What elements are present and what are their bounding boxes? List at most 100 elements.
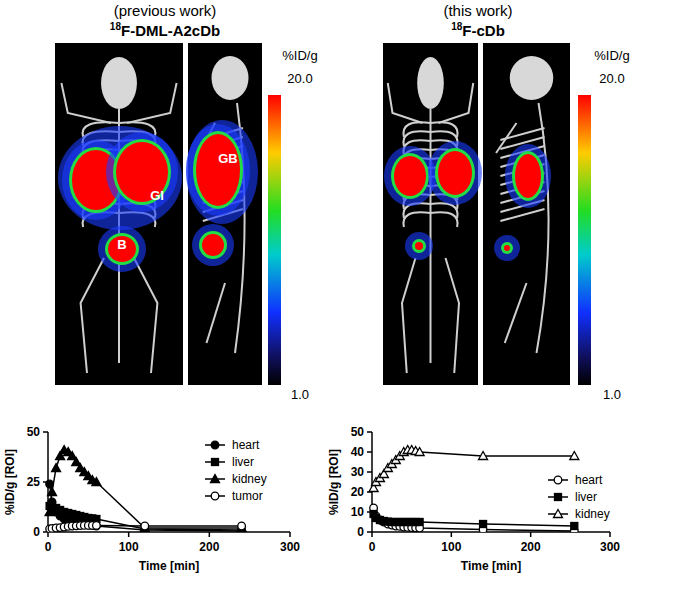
- skeleton: [439, 83, 474, 123]
- uptake-bladder: [108, 236, 136, 262]
- uptake-kidney-halo: [505, 144, 551, 208]
- legend-label: liver: [575, 490, 597, 504]
- x-tick: [371, 532, 373, 537]
- uptake-gi-halo: [106, 132, 178, 212]
- data-point: [52, 464, 61, 472]
- colorbar: [268, 95, 281, 385]
- y-tick-label: 50: [351, 425, 365, 439]
- uptake-abdomen-halo: [186, 124, 250, 216]
- skull: [417, 57, 444, 109]
- x-tick: [530, 532, 532, 537]
- skull: [212, 56, 249, 100]
- uptake-gi: [116, 142, 168, 202]
- data-point: [571, 523, 578, 530]
- x-tick: [128, 532, 130, 537]
- uptake-bladder-halo: [192, 224, 234, 266]
- line-chart: 010203040500100200300Time [min]%ID/g [RO…: [327, 425, 620, 573]
- data-point: [238, 522, 246, 530]
- colorbar-tick-label: 1.0: [291, 387, 309, 402]
- x-axis-label: Time [min]: [139, 559, 199, 573]
- legend: heartliverkidneytumor: [205, 438, 267, 503]
- data-point: [416, 519, 423, 526]
- series-line: [50, 450, 242, 528]
- skeleton: [537, 103, 549, 353]
- x-tick-label: 200: [199, 540, 219, 554]
- legend-label: kidney: [232, 472, 267, 486]
- y-tick: [367, 471, 372, 473]
- legend-label: tumor: [232, 489, 263, 503]
- uptake-abdomen-edge: [193, 131, 243, 209]
- y-tick: [43, 431, 48, 433]
- skeleton: [134, 258, 157, 373]
- line-chart: 025500100200300Time [min]%ID/g [ROI]hear…: [3, 425, 300, 573]
- uptake-abdomen: [196, 134, 240, 206]
- skeleton: [500, 209, 544, 221]
- y-tick-label: 40: [351, 445, 365, 459]
- x-tick: [47, 532, 49, 537]
- pet-background: [483, 43, 570, 385]
- organ-label: B: [117, 237, 126, 252]
- organ-label: GI: [150, 188, 164, 203]
- pet-panel: (previous work)18F-DML-A2cDbGBGIB%ID/g20…: [55, 2, 318, 402]
- uptake-bladder-halo: [405, 232, 433, 260]
- organ-label: GB: [218, 151, 238, 166]
- y-tick-label: 0: [33, 525, 40, 539]
- y-tick-label: 50: [27, 425, 41, 439]
- x-tick: [209, 532, 211, 537]
- legend-marker: [554, 510, 563, 518]
- legend-marker: [555, 494, 562, 501]
- legend-marker: [212, 459, 219, 466]
- tracer: F-cDb: [462, 22, 505, 39]
- uptake-kidney: [515, 154, 541, 198]
- series-line: [50, 484, 242, 531]
- skeleton: [127, 83, 177, 123]
- colorbar-title: %ID/g: [594, 48, 629, 63]
- x-axis: [48, 531, 290, 533]
- skeleton: [61, 83, 111, 123]
- series-line: [374, 514, 575, 526]
- legend: heartliverkidney: [548, 473, 610, 521]
- tracer: F-DML-A2cDb: [121, 22, 220, 39]
- x-tick-label: 0: [45, 540, 52, 554]
- uptake-bladder-edge: [501, 242, 513, 254]
- legend-marker: [554, 476, 562, 484]
- y-tick-label: 25: [27, 475, 41, 489]
- y-axis-label: %ID/g [ROI]: [327, 449, 341, 515]
- uptake-kidney: [438, 151, 472, 195]
- data-point: [480, 521, 487, 528]
- colorbar-title: %ID/g: [282, 48, 317, 63]
- data-point: [92, 478, 101, 486]
- pet-background: [55, 43, 183, 385]
- x-tick-label: 0: [369, 540, 376, 554]
- data-point: [93, 522, 101, 530]
- colorbar-tick-label: 1.0: [603, 387, 621, 402]
- uptake-halo: [58, 126, 182, 230]
- colorbar-tick-label: 20.0: [599, 71, 624, 86]
- tracer-name: 18F-DML-A2cDb: [110, 21, 220, 39]
- plot-area: [45, 446, 246, 533]
- uptake-kidney-edge: [512, 151, 544, 201]
- y-tick-label: 20: [351, 485, 365, 499]
- x-tick: [289, 532, 291, 537]
- x-tick: [609, 532, 611, 537]
- series-line: [374, 508, 575, 531]
- uptake-bladder-edge: [105, 233, 139, 265]
- x-tick-label: 300: [600, 540, 620, 554]
- uptake-kidney-halo: [428, 141, 482, 205]
- uptake-kidney-edge: [435, 148, 475, 198]
- figure: (previous work)18F-DML-A2cDbGBGIB%ID/g20…: [0, 0, 678, 607]
- uptake-bladder-halo: [494, 235, 520, 261]
- skull: [510, 56, 554, 100]
- skeleton: [446, 258, 460, 373]
- uptake-kidney-edge: [391, 153, 429, 199]
- pet-background: [383, 43, 478, 385]
- uptake-bladder: [504, 245, 510, 251]
- legend-label: heart: [575, 473, 603, 487]
- colorbar: [578, 95, 591, 385]
- x-axis-label: Time [min]: [461, 559, 521, 573]
- skeleton: [496, 123, 516, 153]
- data-point: [479, 452, 488, 460]
- legend-marker: [211, 475, 220, 483]
- y-tick: [367, 431, 372, 433]
- uptake-bladder: [415, 242, 423, 250]
